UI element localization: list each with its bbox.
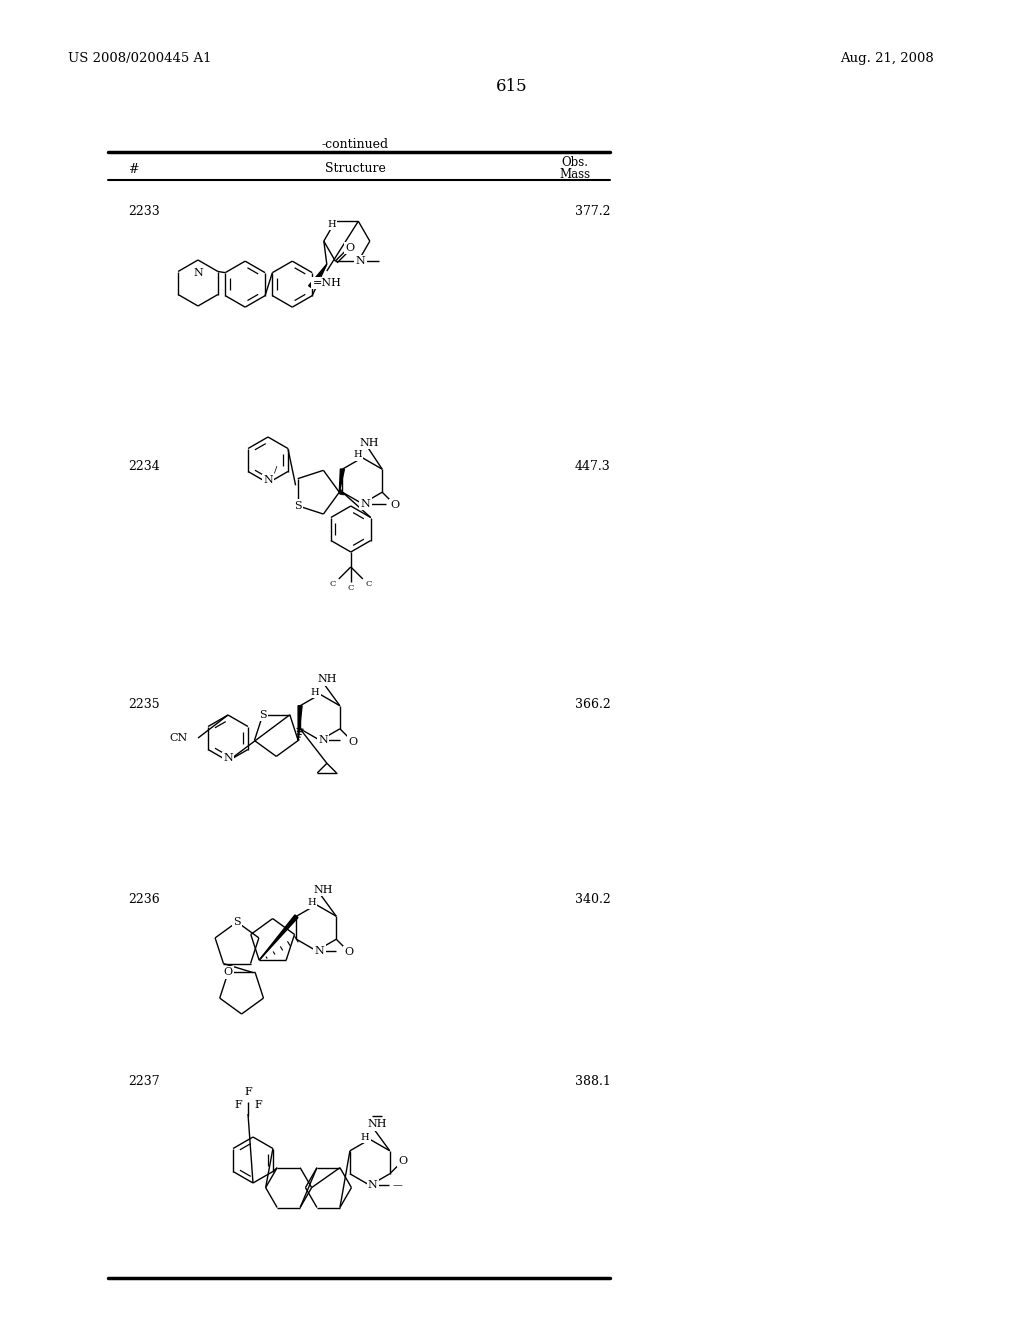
Text: CN: CN [170,733,188,743]
Text: NH: NH [367,1119,386,1130]
Text: 447.3: 447.3 [575,459,610,473]
Text: F: F [254,1100,262,1110]
Text: NH: NH [313,884,333,895]
Text: H: H [327,219,336,228]
Text: O: O [348,737,357,747]
Text: O: O [398,1156,408,1166]
Text: F: F [244,1086,252,1097]
Text: NH: NH [359,438,379,447]
Text: 615: 615 [497,78,527,95]
Text: C: C [330,579,336,587]
Text: =NH: =NH [312,279,341,288]
Text: -continued: -continued [322,139,388,150]
Text: O: O [223,968,232,977]
Text: Aug. 21, 2008: Aug. 21, 2008 [840,51,934,65]
Text: 2235: 2235 [128,698,160,711]
Polygon shape [259,915,298,960]
Text: F: F [234,1100,242,1110]
Text: C: C [366,579,372,587]
Text: Structure: Structure [325,162,385,176]
Text: N: N [368,1180,378,1191]
Text: H: H [307,898,315,907]
Text: 377.2: 377.2 [575,205,610,218]
Text: H: H [360,1133,370,1142]
Text: O: O [391,500,399,511]
Text: US 2008/0200445 A1: US 2008/0200445 A1 [68,51,212,65]
Text: H: H [310,688,319,697]
Text: #: # [128,162,138,176]
Text: 2233: 2233 [128,205,160,218]
Text: —: — [392,1181,402,1189]
Text: N: N [360,499,370,508]
Text: S: S [233,917,241,927]
Text: NH: NH [317,675,337,684]
Text: H: H [353,450,361,459]
Text: /: / [274,466,278,474]
Polygon shape [308,264,327,289]
Text: 2234: 2234 [128,459,160,473]
Text: O: O [345,948,354,957]
Text: N: N [318,735,328,746]
Text: 2236: 2236 [128,894,160,906]
Text: C: C [347,583,354,591]
Text: N: N [223,752,232,763]
Text: S: S [259,710,266,719]
Text: 366.2: 366.2 [575,698,610,711]
Text: 2237: 2237 [128,1074,160,1088]
Text: Mass: Mass [559,168,591,181]
Text: O: O [346,243,355,253]
Text: S: S [294,500,301,511]
Text: Obs.: Obs. [561,156,589,169]
Text: N: N [194,268,203,279]
Text: N: N [314,945,325,956]
Text: N: N [263,475,272,484]
Text: N: N [355,256,366,267]
Text: 340.2: 340.2 [575,894,610,906]
Text: 388.1: 388.1 [575,1074,611,1088]
Polygon shape [298,706,302,741]
Polygon shape [339,469,344,492]
